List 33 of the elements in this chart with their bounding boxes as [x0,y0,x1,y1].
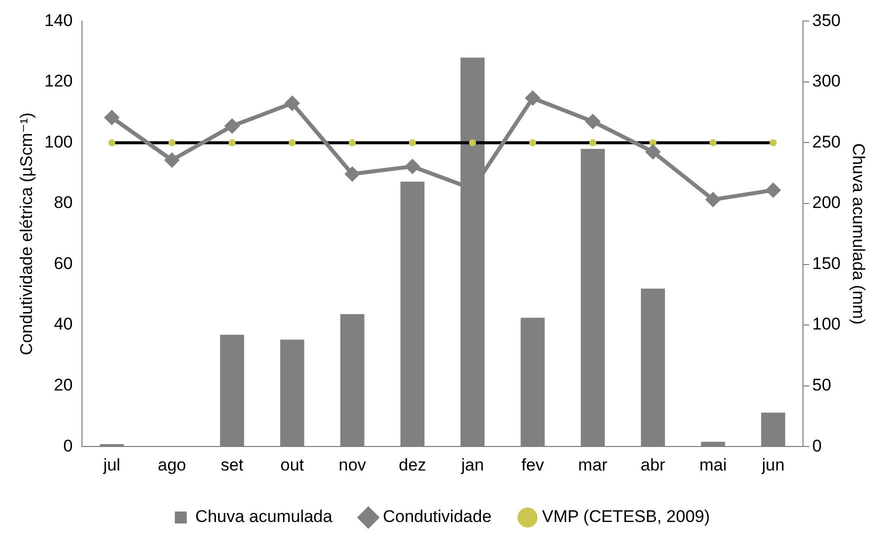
y-tick-label: 0 [63,436,73,456]
y-axis-title: Condutividade elétrica (µScm⁻¹) [16,112,36,356]
y-tick-label: 40 [54,314,73,334]
x-tick-label: ago [158,455,186,474]
y2-tick-label: 350 [812,10,841,30]
x-tick-label: abr [640,455,666,474]
x-tick-label: set [220,455,244,474]
y-tick-label: 80 [54,193,73,212]
x-tick-label: jan [460,455,484,474]
legend-label: Condutividade [382,507,492,526]
x-tick-label: jul [102,455,120,474]
y-tick-label: 100 [44,132,73,152]
x-tick-label: dez [398,455,426,474]
y2-tick-label: 250 [812,132,841,152]
y-tick-label: 140 [44,10,73,30]
y2-tick-label: 0 [812,436,822,456]
y2-tick-label: 100 [812,314,841,334]
y2-tick-label: 150 [812,254,841,273]
x-tick-label: fev [521,455,545,474]
legend-label: Chuva acumulada [195,507,333,526]
x-tick-label: mar [578,455,608,474]
x-tick-label: out [280,455,304,474]
y-tick-label: 20 [54,376,73,395]
y2-tick-label: 300 [812,72,841,91]
y2-tick-label: 50 [812,376,832,395]
y-tick-label: 120 [44,72,73,91]
y2-axis-title: Chuva acumulada (mm) [849,143,868,325]
y2-tick-label: 200 [812,193,841,212]
x-tick-label: nov [338,455,367,474]
y-tick-label: 60 [54,254,73,273]
x-tick-label: mai [699,455,727,474]
legend-label: VMP (CETESB, 2009) [542,507,710,526]
x-tick-label: jun [760,455,785,474]
